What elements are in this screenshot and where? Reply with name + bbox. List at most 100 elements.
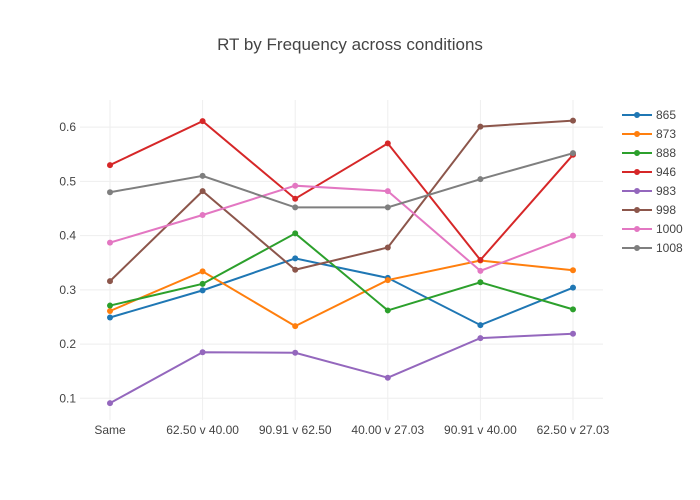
data-point — [107, 400, 113, 407]
x-tick-label: Same — [94, 423, 126, 437]
data-point — [292, 182, 299, 189]
series-line — [109, 119, 574, 262]
series-line — [109, 332, 574, 405]
data-point — [199, 211, 206, 218]
series-1008 — [107, 150, 576, 211]
y-tick-label: 0.5 — [59, 174, 76, 188]
legend-item: 1008 — [622, 241, 683, 255]
legend-item: 998 — [622, 203, 676, 217]
series-983 — [107, 330, 576, 407]
data-point — [199, 349, 206, 356]
legend-item: 1000 — [622, 222, 683, 236]
data-point — [477, 257, 484, 263]
y-axis-ticks: 0.1 0.2 0.3 0.4 0.5 0.6 — [59, 120, 76, 405]
data-point — [384, 140, 391, 147]
data-point — [292, 230, 299, 237]
legend-label: 1008 — [656, 241, 683, 255]
legend-label: 983 — [656, 184, 676, 198]
legend-marker — [634, 131, 640, 137]
series-group — [107, 117, 576, 407]
series-line — [109, 184, 574, 272]
data-point — [199, 268, 206, 275]
data-point — [477, 335, 484, 342]
data-point — [107, 307, 113, 314]
data-point — [384, 244, 391, 251]
legend-label: 998 — [656, 203, 676, 217]
series-998 — [107, 117, 576, 285]
legend-marker — [634, 207, 640, 213]
data-point — [199, 287, 206, 294]
x-tick-label: 62.50 v 27.03 — [537, 423, 610, 437]
data-point — [570, 267, 576, 274]
data-point — [570, 150, 576, 157]
legend-label: 1000 — [656, 222, 683, 236]
legend-marker — [634, 169, 640, 175]
data-point — [199, 188, 206, 195]
legend-marker — [634, 150, 640, 156]
legend-label: 873 — [656, 127, 676, 141]
x-tick-label: 90.91 v 62.50 — [259, 423, 332, 437]
y-tick-label: 0.4 — [59, 229, 76, 243]
x-tick-label: 40.00 v 27.03 — [351, 423, 424, 437]
series-865 — [107, 255, 576, 329]
legend-marker — [634, 188, 640, 194]
chart-title: RT by Frequency across conditions — [217, 35, 483, 54]
data-point — [199, 280, 206, 287]
data-point — [477, 176, 484, 183]
data-point — [570, 306, 576, 313]
series-line — [109, 259, 574, 328]
data-point — [199, 118, 206, 125]
series-line — [109, 257, 574, 327]
legend-label: 865 — [656, 108, 676, 122]
data-point — [570, 232, 576, 239]
data-point — [570, 330, 576, 337]
data-point — [292, 266, 299, 273]
series-line — [109, 152, 574, 209]
data-point — [107, 162, 113, 169]
data-point — [477, 279, 484, 286]
legend-item: 888 — [622, 146, 676, 160]
data-point — [384, 374, 391, 381]
data-point — [384, 204, 391, 211]
series-line — [109, 119, 574, 282]
data-point — [292, 349, 299, 356]
legend-marker — [634, 112, 640, 118]
legend-marker — [634, 226, 640, 232]
data-point — [570, 284, 576, 291]
legend: 865 873 888 946 983 998 1000 1008 — [622, 108, 683, 255]
data-point — [107, 278, 113, 285]
data-point — [107, 302, 113, 309]
legend-label: 946 — [656, 165, 676, 179]
data-point — [107, 189, 113, 196]
data-point — [292, 204, 299, 211]
y-tick-label: 0.3 — [59, 283, 76, 297]
data-point — [477, 123, 484, 130]
legend-item: 865 — [622, 108, 676, 122]
data-point — [477, 322, 484, 329]
x-axis-ticks: Same 62.50 v 40.00 90.91 v 62.50 40.00 v 27… — [94, 423, 609, 437]
data-point — [199, 172, 206, 179]
legend-item: 873 — [622, 127, 676, 141]
data-point — [292, 323, 299, 330]
y-tick-label: 0.2 — [59, 337, 76, 351]
legend-item: 946 — [622, 165, 676, 179]
x-tick-label: 90.91 v 40.00 — [444, 423, 517, 437]
data-point — [570, 117, 576, 124]
series-946 — [107, 118, 576, 263]
data-point — [384, 188, 391, 195]
data-point — [107, 314, 113, 321]
series-1000 — [107, 182, 576, 274]
data-point — [292, 255, 299, 262]
x-tick-label: 62.50 v 40.00 — [166, 423, 239, 437]
data-point — [384, 307, 391, 314]
data-point — [384, 277, 391, 284]
data-point — [292, 195, 299, 202]
grid — [80, 100, 603, 420]
series-line — [109, 232, 574, 312]
series-888 — [107, 230, 576, 314]
data-point — [477, 267, 484, 274]
y-tick-label: 0.6 — [59, 120, 76, 134]
y-tick-label: 0.1 — [59, 391, 76, 405]
legend-item: 983 — [622, 184, 676, 198]
